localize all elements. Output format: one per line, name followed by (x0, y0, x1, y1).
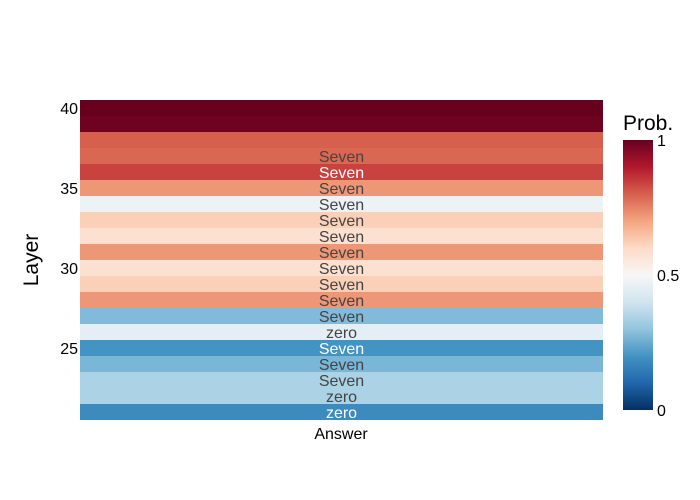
heatmap-cell (80, 164, 603, 180)
heatmap-cell-label: zero (326, 389, 357, 406)
heatmap-cells (80, 100, 603, 420)
heatmap-cell (80, 260, 603, 276)
heatmap-cell-label: Seven (319, 245, 364, 262)
heatmap-cell (80, 308, 603, 324)
colorbar-title: Prob. (623, 112, 673, 135)
heatmap-cell-label: Seven (319, 181, 364, 198)
heatmap-cell (80, 196, 603, 212)
heatmap-cell-label: zero (326, 405, 357, 422)
heatmap-cell-label: Seven (319, 341, 364, 358)
heatmap-cell (80, 404, 603, 420)
heatmap-cell-label: Seven (319, 277, 364, 294)
heatmap-cell (80, 116, 603, 132)
heatmap-cell (80, 292, 603, 308)
heatmap-cell-label: Seven (319, 197, 364, 214)
x-axis-label: Answer (314, 426, 368, 443)
colorbar-tick-label: 0.5 (657, 268, 679, 285)
heatmap-cell (80, 324, 603, 340)
y-tick-label: 25 (60, 341, 78, 358)
heatmap-cell-label: Seven (319, 149, 364, 166)
y-tick-label: 40 (60, 101, 78, 118)
heatmap-cell (80, 340, 603, 356)
heatmap-cell (80, 356, 603, 372)
heatmap-cell (80, 148, 603, 164)
y-tick-label: 35 (60, 181, 78, 198)
heatmap-cell (80, 132, 603, 148)
heatmap-cell-label: Seven (319, 165, 364, 182)
y-tick-label: 30 (60, 261, 78, 278)
heatmap-cell-label: Seven (319, 357, 364, 374)
heatmap-cell (80, 372, 603, 388)
heatmap-cell (80, 276, 603, 292)
y-axis-title: Layer (20, 234, 43, 287)
y-axis-ticks: 25 30 35 40 (60, 101, 78, 358)
colorbar: Prob. 00.51 (623, 112, 679, 420)
heatmap-cell-labels: zerozeroSevenSevenSevenzeroSevenSevenSev… (319, 149, 364, 422)
heatmap-cell (80, 100, 603, 116)
heatmap-cell-label: Seven (319, 229, 364, 246)
heatmap-cell-label: Seven (319, 261, 364, 278)
heatmap-cell-label: Seven (319, 373, 364, 390)
heatmap-cell-label: Seven (319, 213, 364, 230)
heatmap-cell (80, 244, 603, 260)
heatmap-cell-label: Seven (319, 293, 364, 310)
heatmap-cell-label: zero (326, 325, 357, 342)
heatmap-cell (80, 228, 603, 244)
colorbar-gradient (623, 140, 653, 410)
heatmap-cell (80, 388, 603, 404)
colorbar-tick-label: 0 (657, 403, 666, 420)
heatmap-cell (80, 212, 603, 228)
heatmap-cell (80, 180, 603, 196)
colorbar-ticks: 00.51 (657, 133, 679, 420)
colorbar-tick-label: 1 (657, 133, 666, 150)
heatmap-cell-label: Seven (319, 309, 364, 326)
